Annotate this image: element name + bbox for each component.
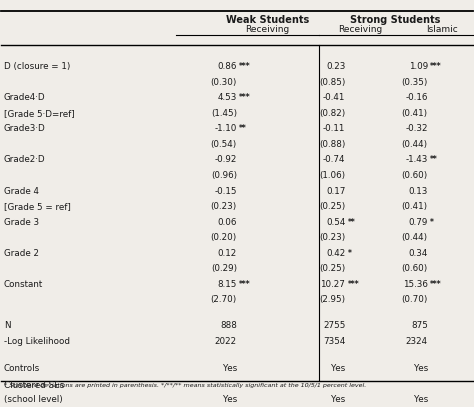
Text: Grade 4: Grade 4 [4, 186, 39, 196]
Text: Grade 3: Grade 3 [4, 218, 39, 227]
Text: 0.86: 0.86 [218, 62, 237, 71]
Text: (0.60): (0.60) [401, 264, 428, 273]
Text: 888: 888 [220, 322, 237, 330]
Text: Receiving: Receiving [246, 26, 290, 35]
Text: 0.42: 0.42 [326, 249, 346, 258]
Text: (0.30): (0.30) [210, 78, 237, 87]
Text: (2.95): (2.95) [319, 295, 346, 304]
Text: Islamic: Islamic [426, 26, 458, 35]
Text: 2022: 2022 [215, 337, 237, 346]
Text: Yes: Yes [331, 395, 346, 404]
Text: (0.20): (0.20) [211, 233, 237, 242]
Text: -0.11: -0.11 [323, 125, 346, 133]
Text: 10.27: 10.27 [320, 280, 346, 289]
Text: Yes: Yes [331, 364, 346, 373]
Text: -0.74: -0.74 [323, 155, 346, 164]
Text: Controls: Controls [4, 364, 40, 373]
Text: 0.23: 0.23 [326, 62, 346, 71]
Text: -0.32: -0.32 [405, 125, 428, 133]
Text: 0.12: 0.12 [218, 249, 237, 258]
Text: Yes: Yes [223, 364, 237, 373]
Text: [Grade 5 = ref]: [Grade 5 = ref] [4, 202, 71, 211]
Text: Constant: Constant [4, 280, 43, 289]
Text: ***: *** [430, 62, 442, 71]
Text: -1.10: -1.10 [215, 125, 237, 133]
Text: (0.96): (0.96) [211, 171, 237, 180]
Text: **: ** [239, 125, 247, 133]
Text: Yes: Yes [414, 395, 428, 404]
Text: 2324: 2324 [406, 337, 428, 346]
Text: (0.25): (0.25) [319, 202, 346, 211]
Text: ***: *** [348, 280, 359, 289]
Text: (0.41): (0.41) [402, 109, 428, 118]
Text: Grade3·D: Grade3·D [4, 125, 46, 133]
Text: [Grade 5·D=ref]: [Grade 5·D=ref] [4, 109, 74, 118]
Text: -0.15: -0.15 [215, 186, 237, 196]
Text: (school level): (school level) [4, 395, 63, 404]
Text: ***: *** [430, 280, 442, 289]
Text: 4.53: 4.53 [218, 93, 237, 102]
Text: Receiving: Receiving [338, 26, 383, 35]
Text: (0.35): (0.35) [401, 78, 428, 87]
Text: 7354: 7354 [323, 337, 346, 346]
Text: (0.44): (0.44) [402, 233, 428, 242]
Text: -0.16: -0.16 [405, 93, 428, 102]
Text: (0.54): (0.54) [211, 140, 237, 149]
Text: -1.43: -1.43 [405, 155, 428, 164]
Text: 15.36: 15.36 [403, 280, 428, 289]
Text: ***: *** [239, 62, 251, 71]
Text: **: ** [348, 218, 356, 227]
Text: *: * [430, 218, 434, 227]
Text: ***: *** [239, 280, 251, 289]
Text: 0.34: 0.34 [409, 249, 428, 258]
Text: 0.13: 0.13 [409, 186, 428, 196]
Text: 8.15: 8.15 [218, 280, 237, 289]
Text: (1.45): (1.45) [211, 109, 237, 118]
Text: Strong Students: Strong Students [350, 15, 440, 25]
Text: -0.41: -0.41 [323, 93, 346, 102]
Text: D (closure = 1): D (closure = 1) [4, 62, 70, 71]
Text: *: * [348, 249, 352, 258]
Text: N: N [4, 322, 10, 330]
Text: Grade2·D: Grade2·D [4, 155, 46, 164]
Text: Grade 2: Grade 2 [4, 249, 39, 258]
Text: (0.60): (0.60) [401, 171, 428, 180]
Text: (1.06): (1.06) [319, 171, 346, 180]
Text: Yes: Yes [223, 395, 237, 404]
Text: * Standard deviations are printed in parenthesis. */**/** means statistically si: * Standard deviations are printed in par… [4, 383, 366, 387]
Text: Grade4·D: Grade4·D [4, 93, 46, 102]
Text: 0.54: 0.54 [326, 218, 346, 227]
Text: 1.09: 1.09 [409, 62, 428, 71]
Text: ***: *** [239, 93, 251, 102]
Text: -0.92: -0.92 [215, 155, 237, 164]
Text: 2755: 2755 [323, 322, 346, 330]
Text: (0.85): (0.85) [319, 78, 346, 87]
Text: (0.70): (0.70) [401, 295, 428, 304]
Text: (0.82): (0.82) [319, 109, 346, 118]
Text: Clustered SEs: Clustered SEs [4, 381, 64, 390]
Text: (0.44): (0.44) [402, 140, 428, 149]
Text: **: ** [430, 155, 438, 164]
Text: (0.88): (0.88) [319, 140, 346, 149]
Text: (0.29): (0.29) [211, 264, 237, 273]
Text: (0.23): (0.23) [319, 233, 346, 242]
Text: 875: 875 [411, 322, 428, 330]
Text: (0.25): (0.25) [319, 264, 346, 273]
Text: (2.70): (2.70) [211, 295, 237, 304]
Text: 0.79: 0.79 [409, 218, 428, 227]
Text: Yes: Yes [414, 364, 428, 373]
Text: (0.23): (0.23) [211, 202, 237, 211]
Text: 0.06: 0.06 [218, 218, 237, 227]
Text: (0.41): (0.41) [402, 202, 428, 211]
Text: Weak Students: Weak Students [226, 15, 309, 25]
Text: -Log Likelihood: -Log Likelihood [4, 337, 70, 346]
Text: 0.17: 0.17 [326, 186, 346, 196]
